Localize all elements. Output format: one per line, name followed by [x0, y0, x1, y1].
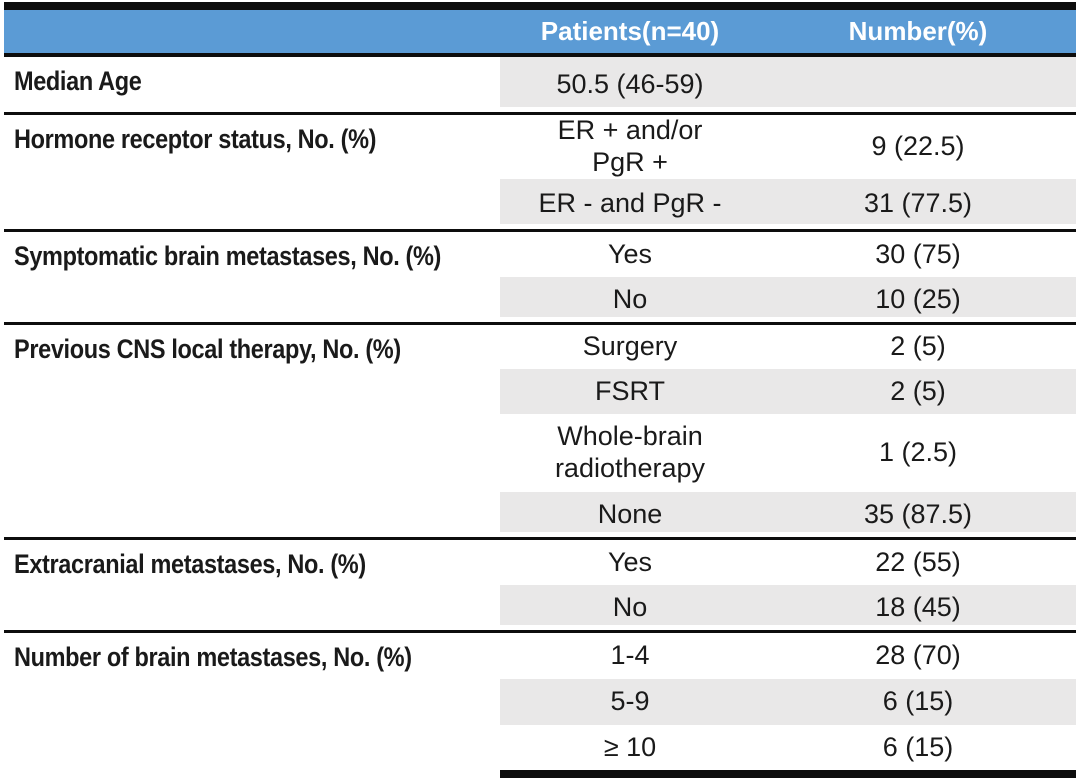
- table-row: ER - and PgR - 31 (77.5): [4, 179, 1076, 231]
- table-row: ≥ 10 6 (15): [4, 725, 1076, 778]
- category-cell: Whole-brain radiotherapy: [554, 421, 706, 483]
- category-cell: None: [500, 492, 760, 539]
- count-cell: 28 (70): [760, 630, 1076, 679]
- table-row: None 35 (87.5): [4, 492, 1076, 539]
- table-row: Median Age 50.5 (46-59): [4, 55, 1076, 114]
- table-row: FSRT 2 (5): [4, 369, 1076, 414]
- table-row: Previous CNS local therapy, No. (%) Surg…: [4, 322, 1076, 539]
- category-cell: Yes: [500, 229, 760, 277]
- section-label-text: Extracranial metastases, No. (%): [14, 549, 366, 579]
- count-cell: 18 (45): [760, 585, 1076, 632]
- count-cell: 6 (15): [760, 679, 1076, 725]
- section-label-text: Median Age: [14, 66, 142, 96]
- table-row: Number of brain metastases, No. (%) 1-4 …: [4, 630, 1076, 774]
- section-label-text: Hormone receptor status, No. (%): [14, 124, 377, 154]
- section-label: Median Age: [4, 55, 500, 114]
- table-row: Symptomatic brain metastases, No. (%) Ye…: [4, 229, 1076, 324]
- header-empty-cell: [4, 2, 500, 57]
- table-row: Extracranial metastases, No. (%) Yes 22 …: [4, 537, 1076, 632]
- count-cell: 1 (2.5): [878, 437, 958, 468]
- header-row: Patients(n=40) Number(%): [4, 2, 1076, 57]
- count-cell: [760, 55, 1076, 114]
- category-cell: FSRT: [500, 369, 760, 414]
- section-label-text: Previous CNS local therapy, No. (%): [14, 334, 401, 364]
- patient-characteristics-table: Patients(n=40) Number(%) Median Age 50.5…: [4, 2, 1076, 778]
- count-cell: 6 (15): [760, 725, 1076, 778]
- category-cell: No: [500, 277, 760, 324]
- table-row: Hormone receptor status, No. (%) ER + an…: [4, 112, 1076, 231]
- section-label: Hormone receptor status, No. (%): [4, 112, 500, 231]
- category-cell: 5-9: [500, 679, 760, 725]
- category-cell: ER + and/or PgR +: [500, 112, 760, 179]
- category-cell: 1-4: [500, 630, 760, 679]
- table-row: Whole-brain radiotherapy 1 (2.5): [4, 414, 1076, 492]
- category-cell: Surgery: [500, 322, 760, 369]
- count-cell: 22 (55): [760, 537, 1076, 585]
- column-header-number: Number(%): [760, 2, 1076, 57]
- section-label: Number of brain metastases, No. (%): [4, 630, 500, 774]
- category-cell: Yes: [500, 537, 760, 585]
- table-row: 5-9 6 (15): [4, 679, 1076, 725]
- category-cell: ≥ 10: [500, 725, 760, 778]
- count-cell: 2 (5): [760, 322, 1076, 369]
- category-cell: No: [500, 585, 760, 632]
- category-cell: 50.5 (46-59): [500, 55, 760, 114]
- section-label: Symptomatic brain metastases, No. (%): [4, 229, 500, 324]
- section-label-text: Number of brain metastases, No. (%): [14, 642, 412, 672]
- count-cell: 2 (5): [760, 369, 1076, 414]
- column-header-patients: Patients(n=40): [500, 2, 760, 57]
- category-cell: ER - and PgR -: [500, 179, 760, 231]
- table-row: No 18 (45): [4, 585, 1076, 632]
- count-cell: 30 (75): [760, 229, 1076, 277]
- table-row: No 10 (25): [4, 277, 1076, 324]
- section-label: Previous CNS local therapy, No. (%): [4, 322, 500, 539]
- section-label: Extracranial metastases, No. (%): [4, 537, 500, 632]
- count-cell: 35 (87.5): [760, 492, 1076, 539]
- section-label-text: Symptomatic brain metastases, No. (%): [14, 241, 442, 271]
- count-cell: 31 (77.5): [760, 179, 1076, 231]
- count-cell: 10 (25): [760, 277, 1076, 324]
- count-cell: 9 (22.5): [760, 112, 1076, 179]
